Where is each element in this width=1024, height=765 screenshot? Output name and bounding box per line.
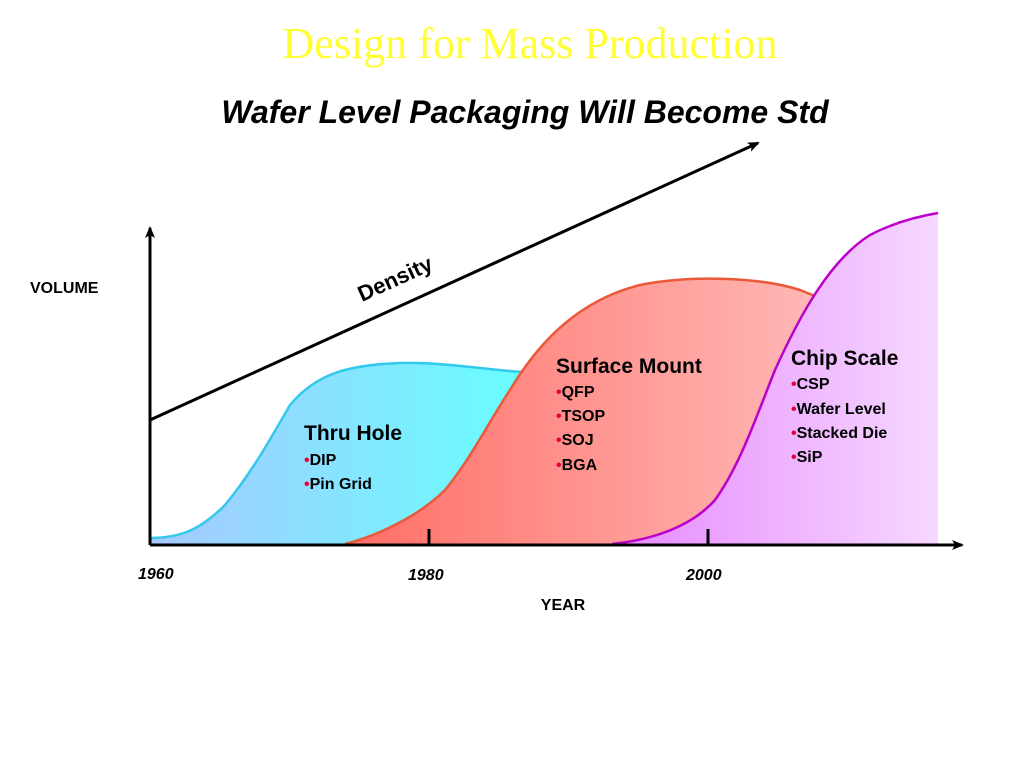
list-item: •CSP (791, 376, 830, 393)
slide-subtitle: Wafer Level Packaging Will Become Std (221, 94, 829, 130)
surface-mount-curve-outline (344, 277, 816, 546)
year-label-1960: 1960 (138, 566, 174, 583)
list-item: •Wafer Level (791, 401, 886, 418)
chip-scale-curve-outline (611, 211, 939, 546)
list-item: •SOJ (556, 432, 594, 449)
x-axis-label: YEAR (541, 597, 586, 614)
group-title: Thru Hole (304, 422, 402, 445)
list-item: •BGA (556, 457, 598, 474)
year-label-2000: 2000 (685, 567, 722, 584)
list-item: •QFP (556, 384, 595, 401)
list-item: •SiP (791, 449, 823, 466)
group-title: Surface Mount (556, 355, 702, 378)
thru-hole-label-group: Thru Hole •DIP •Pin Grid (304, 422, 402, 493)
surface-mount-label-group: Surface Mount •QFP •TSOP •SOJ •BGA (556, 355, 702, 474)
thru-hole-curve-outline (149, 361, 528, 540)
slide-title: Design for Mass Production (282, 19, 778, 68)
chip-scale-label-group: Chip Scale •CSP •Wafer Level •Stacked Di… (791, 347, 898, 466)
list-item: •DIP (304, 452, 337, 469)
density-label: Density (354, 251, 437, 307)
y-axis-label: VOLUME (30, 280, 99, 297)
list-item: •Pin Grid (304, 476, 372, 493)
chip-scale-curve (612, 213, 938, 545)
surface-mount-curve (345, 278, 815, 545)
density-arrow (149, 141, 760, 422)
group-title: Chip Scale (791, 347, 898, 370)
year-label-1980: 1980 (408, 567, 444, 584)
list-item: •Stacked Die (791, 425, 887, 442)
list-item: •TSOP (556, 408, 606, 425)
